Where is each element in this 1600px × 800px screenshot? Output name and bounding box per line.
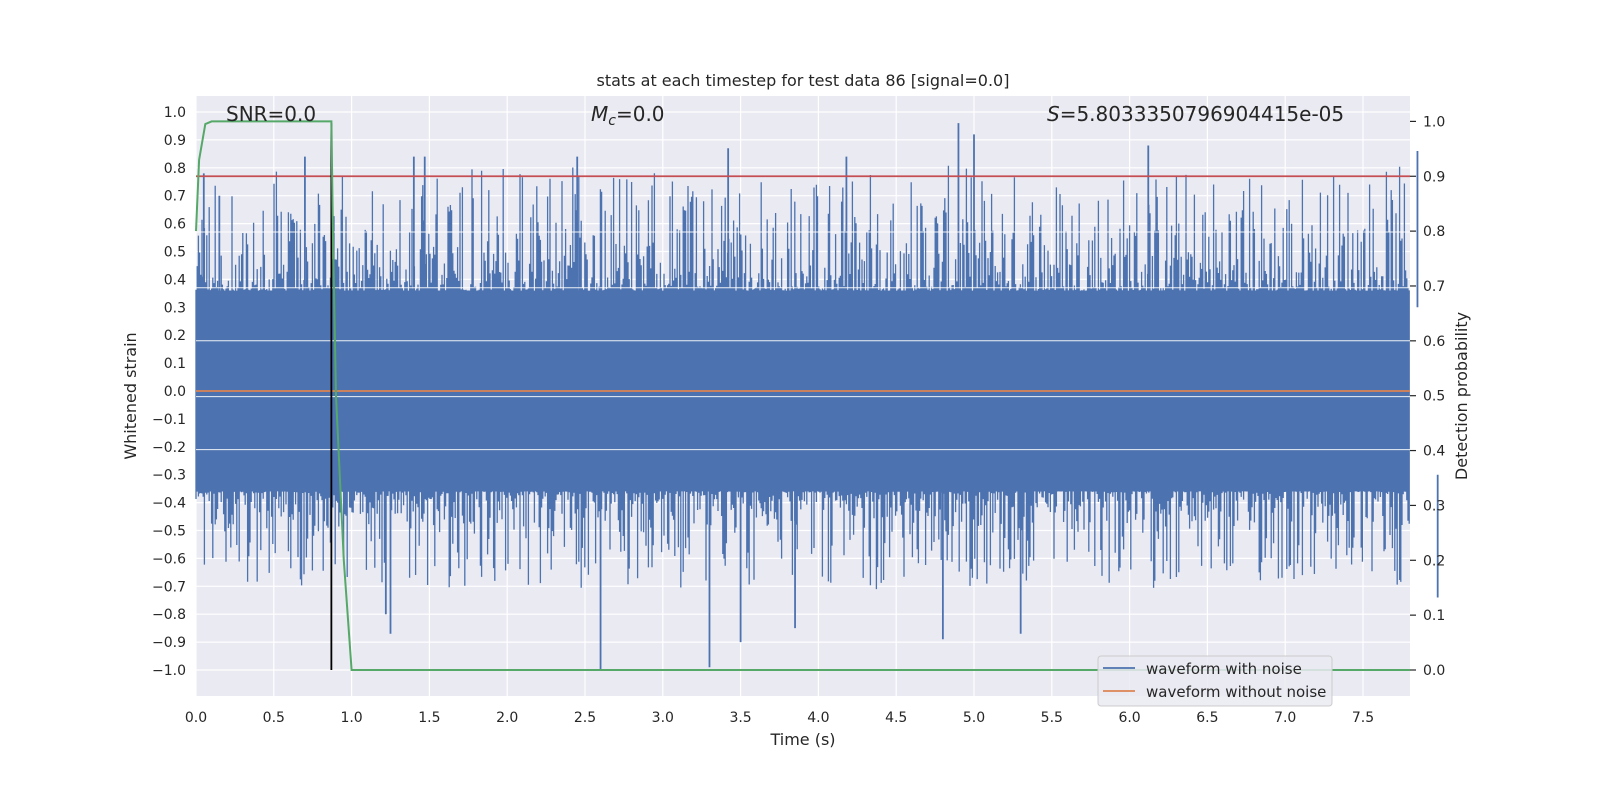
- y2-tick-label: 0.1: [1423, 608, 1445, 624]
- x-tick-label: 4.0: [807, 710, 829, 726]
- chart-title: stats at each timestep for test data 86 …: [597, 71, 1010, 90]
- x-tick-label: 6.5: [1196, 710, 1218, 726]
- y-axis-label: Whitened strain: [121, 332, 140, 459]
- x-tick-label: 6.0: [1118, 710, 1140, 726]
- y-tick-label: 0.0: [164, 384, 186, 400]
- y-tick-label: 0.2: [164, 328, 186, 344]
- legend: waveform with noise waveform without noi…: [1097, 655, 1333, 707]
- x-tick-label: 5.5: [1041, 710, 1063, 726]
- y2-tick-label: 0.9: [1423, 169, 1445, 185]
- mc-subscript: c: [608, 113, 616, 129]
- y-tick-label: 0.8: [164, 161, 186, 177]
- y-tick-label: 0.4: [164, 272, 186, 288]
- y-tick-label: −0.3: [152, 468, 186, 484]
- snr-annotation: SNR=0.0: [226, 102, 316, 126]
- y-tick-label: −0.6: [152, 551, 186, 567]
- y2-tick-label: 0.4: [1423, 444, 1445, 460]
- x-tick-label: 1.0: [340, 710, 362, 726]
- plot-area: [195, 96, 1439, 696]
- y2-tick-label: 0.0: [1423, 663, 1445, 679]
- x-tick-label: 3.0: [652, 710, 674, 726]
- y-tick-label: −0.1: [152, 412, 186, 428]
- s-symbol: S: [1047, 102, 1060, 126]
- y-tick-label: 0.9: [164, 133, 186, 149]
- x-tick-label: 7.0: [1274, 710, 1296, 726]
- y-tick-label: −0.7: [152, 579, 186, 595]
- series-detection-probability: [195, 120, 1410, 671]
- y2-tick-label: 0.7: [1423, 279, 1445, 295]
- legend-box: [1097, 655, 1333, 707]
- y2-tick-label: 0.8: [1423, 224, 1445, 240]
- s-statistic-annotation: S=5.8033350796904415e-05: [1047, 102, 1344, 126]
- y-axis-ticks: 1.0 0.9 0.8 0.7 0.6 0.5 0.4 0.3 0.2 0.1 0.0 −0.1 −0.…: [152, 105, 186, 679]
- x-tick-label: 2.0: [496, 710, 518, 726]
- s-value: =5.8033350796904415e-05: [1060, 102, 1344, 126]
- y2-axis-ticks: 1.0 0.9 0.8 0.7 0.6 0.5 0.4 0.3 0.2 0.1 0.0: [1410, 114, 1445, 679]
- mc-symbol: M: [591, 102, 608, 126]
- y2-tick-label: 0.2: [1423, 553, 1445, 569]
- x-tick-label: 0.5: [263, 710, 285, 726]
- x-tick-label: 3.5: [729, 710, 751, 726]
- y-tick-label: 0.6: [164, 217, 186, 233]
- x-tick-label: 2.5: [574, 710, 596, 726]
- x-axis-label: Time (s): [769, 730, 835, 749]
- x-tick-label: 1.5: [418, 710, 440, 726]
- mc-value: =0.0: [616, 102, 665, 126]
- y-tick-label: 1.0: [164, 105, 186, 121]
- y-tick-label: −1.0: [152, 663, 186, 679]
- y2-axis-label: Detection probability: [1452, 312, 1471, 480]
- x-tick-label: 5.0: [963, 710, 985, 726]
- legend-label-clean: waveform without noise: [1146, 683, 1326, 701]
- y-tick-label: −0.9: [152, 635, 186, 651]
- y2-tick-label: 1.0: [1423, 114, 1445, 130]
- y-tick-label: −0.4: [152, 496, 186, 512]
- y2-tick-label: 0.5: [1423, 389, 1445, 405]
- x-axis-ticks: 0.0 0.5 1.0 1.5 2.0 2.5 3.0 3.5 4.0 4.5 5.0 5.5 6.0 6…: [185, 710, 1374, 726]
- y-tick-label: −0.5: [152, 524, 186, 540]
- chirp-mass-annotation: Mc=0.0: [591, 102, 665, 129]
- x-tick-label: 4.5: [885, 710, 907, 726]
- y2-tick-label: 0.6: [1423, 334, 1445, 350]
- x-tick-label: 7.5: [1352, 710, 1374, 726]
- legend-label-noise: waveform with noise: [1146, 660, 1302, 678]
- y-tick-label: 0.3: [164, 300, 186, 316]
- y-tick-label: 0.5: [164, 245, 186, 261]
- overlay-lines: [195, 120, 1410, 671]
- y-tick-label: 0.7: [164, 189, 186, 205]
- x-tick-label: 0.0: [185, 710, 207, 726]
- y-tick-label: 0.1: [164, 356, 186, 372]
- y2-tick-label: 0.3: [1423, 498, 1445, 514]
- y-tick-label: −0.8: [152, 607, 186, 623]
- series-waveform-with-noise: [195, 123, 1439, 670]
- y-tick-label: −0.2: [152, 440, 186, 456]
